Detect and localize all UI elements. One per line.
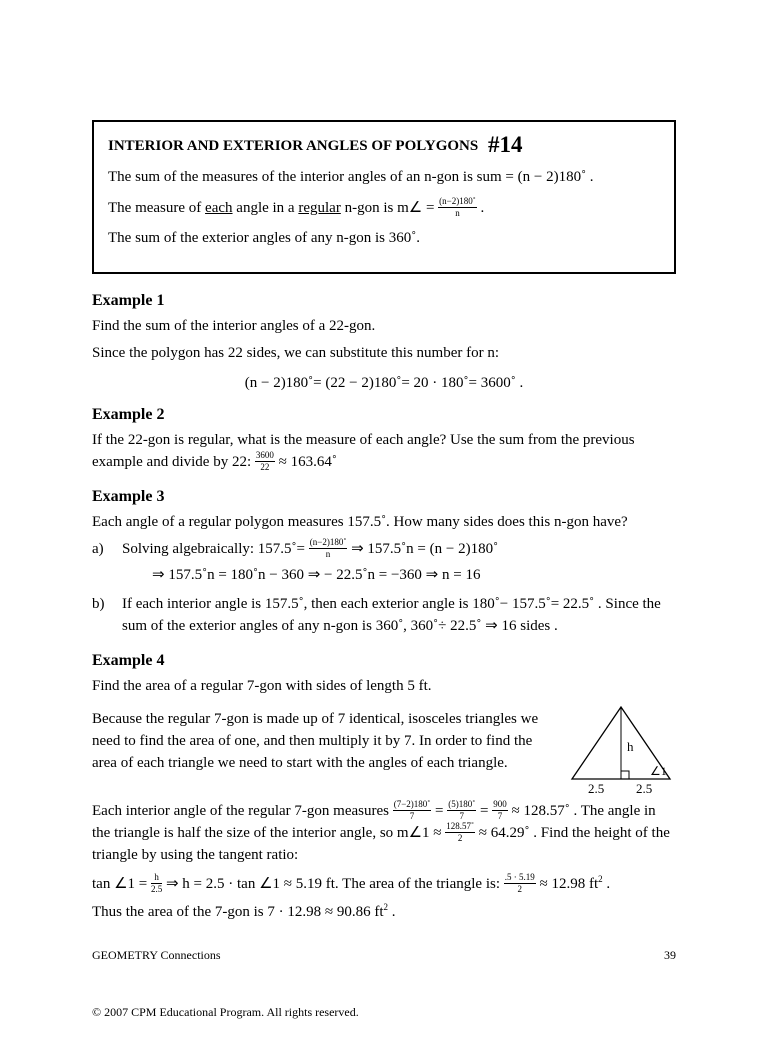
- example-4-calc-2: tan ∠1 = h2.5 ⇒ h = 2.5 · tan ∠1 ≈ 5.19 …: [92, 873, 676, 896]
- page: INTERIOR AND EXTERIOR ANGLES OF POLYGONS…: [0, 0, 768, 1050]
- svg-text:2.5: 2.5: [588, 781, 604, 795]
- box-title: INTERIOR AND EXTERIOR ANGLES OF POLYGONS: [108, 138, 478, 154]
- summary-box: INTERIOR AND EXTERIOR ANGLES OF POLYGONS…: [92, 120, 676, 274]
- example-4-heading: Example 4: [92, 652, 676, 670]
- box-line-2: The measure of each angle in a regular n…: [108, 197, 660, 220]
- example-3-prompt: Each angle of a regular polygon measures…: [92, 512, 676, 534]
- example-4-row: Because the regular 7-gon is made up of …: [92, 703, 676, 795]
- copyright: © 2007 CPM Educational Program. All righ…: [92, 1005, 676, 1020]
- svg-text:∠1: ∠1: [650, 764, 667, 778]
- example-2-heading: Example 2: [92, 406, 676, 424]
- svg-text:h: h: [627, 739, 634, 754]
- example-3-part-a-line2: ⇒ 157.5˚n = 180˚n − 360 ⇒ − 22.5˚n = −36…: [92, 565, 676, 584]
- page-number: 39: [664, 948, 676, 963]
- example-3-heading: Example 3: [92, 488, 676, 506]
- example-1-explain: Since the polygon has 22 sides, we can s…: [92, 343, 676, 365]
- example-2-body: If the 22-gon is regular, what is the me…: [92, 430, 676, 474]
- box-line-1: The sum of the measures of the interior …: [108, 166, 660, 189]
- svg-text:2.5: 2.5: [636, 781, 652, 795]
- page-footer: GEOMETRY Connections 39: [92, 948, 676, 963]
- example-4-calc-1: Each interior angle of the regular 7-gon…: [92, 801, 676, 866]
- formula-fraction: (n−2)180˚n: [438, 197, 477, 218]
- example-1-prompt: Find the sum of the interior angles of a…: [92, 316, 676, 338]
- example-1-heading: Example 1: [92, 292, 676, 310]
- box-line-3: The sum of the exterior angles of any n-…: [108, 227, 660, 250]
- example-4-prompt: Find the area of a regular 7-gon with si…: [92, 676, 676, 698]
- footer-title: GEOMETRY Connections: [92, 948, 221, 963]
- example-4-result: Thus the area of the 7-gon is 7 · 12.98 …: [92, 901, 676, 924]
- example-1-equation: (n − 2)180˚= (22 − 2)180˚= 20 · 180˚= 36…: [92, 375, 676, 392]
- example-3-part-b: b) If each interior angle is 157.5˚, the…: [92, 594, 676, 638]
- triangle-diagram: h ∠1 2.5 2.5: [566, 703, 676, 795]
- triangle-icon: h ∠1 2.5 2.5: [566, 703, 676, 795]
- example-4-setup: Because the regular 7-gon is made up of …: [92, 709, 552, 774]
- topic-number: #14: [488, 132, 523, 157]
- example-3-part-a: a) Solving algebraically: 157.5˚= (n−2)1…: [92, 539, 676, 561]
